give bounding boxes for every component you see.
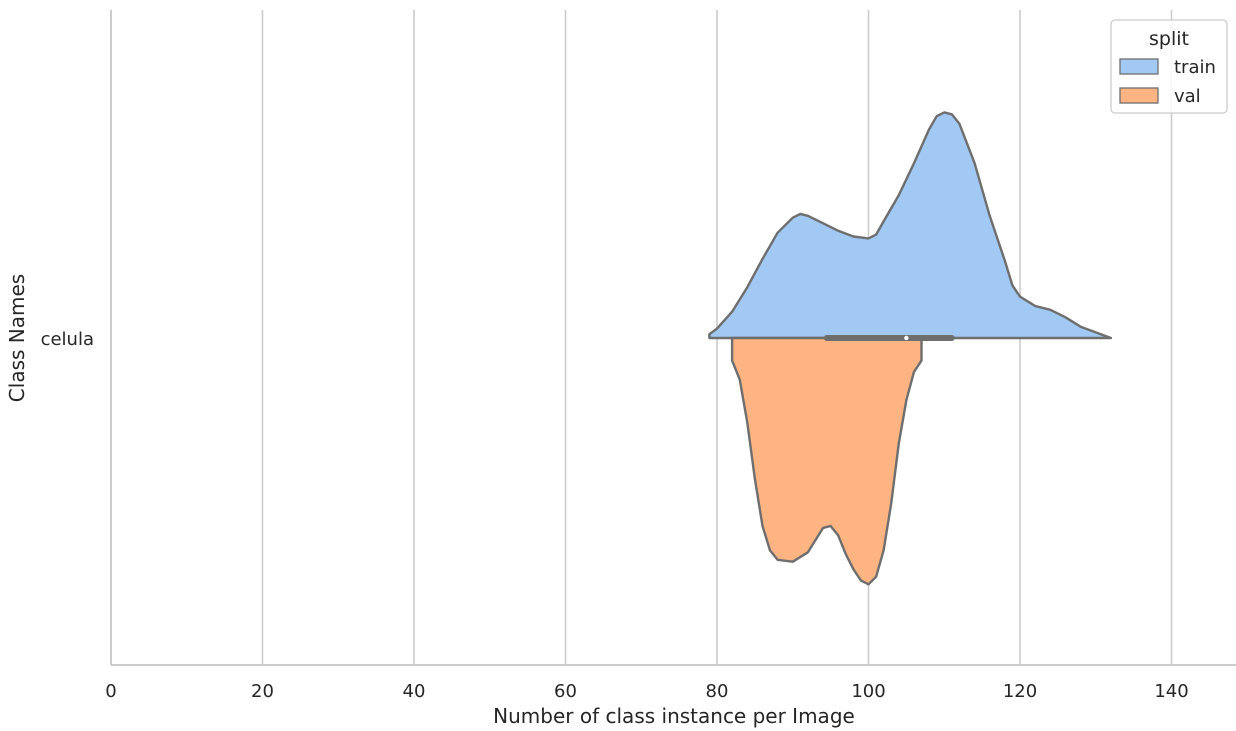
x-tick-label: 100 bbox=[851, 681, 885, 702]
y-axis-label: Class Names bbox=[5, 274, 29, 402]
legend-swatch-train bbox=[1119, 58, 1159, 75]
legend-swatch-val bbox=[1119, 87, 1159, 104]
legend-label-val: val bbox=[1174, 86, 1201, 107]
inner-box bbox=[823, 335, 955, 341]
x-axis-label: Number of class instance per Image bbox=[493, 704, 855, 728]
x-tick-label: 60 bbox=[554, 681, 577, 702]
legend: split train val bbox=[1110, 19, 1228, 114]
x-tick-label: 80 bbox=[706, 681, 729, 702]
violin-val bbox=[730, 336, 923, 586]
median-marker bbox=[904, 335, 909, 341]
x-tick-label: 120 bbox=[1003, 681, 1037, 702]
legend-title: split bbox=[1149, 28, 1189, 50]
x-tick-label: 40 bbox=[403, 681, 426, 702]
x-tick-label: 20 bbox=[251, 681, 274, 702]
violin-plot bbox=[708, 111, 1113, 586]
legend-label-train: train bbox=[1174, 57, 1216, 78]
x-tick-label: 140 bbox=[1154, 681, 1188, 702]
x-tick-label: 0 bbox=[105, 681, 116, 702]
violin-train bbox=[708, 111, 1113, 340]
x-tick-labels: 0 20 40 60 80 100 120 140 bbox=[105, 681, 1188, 702]
axes bbox=[110, 10, 1236, 666]
y-tick-label: celula bbox=[41, 329, 94, 350]
